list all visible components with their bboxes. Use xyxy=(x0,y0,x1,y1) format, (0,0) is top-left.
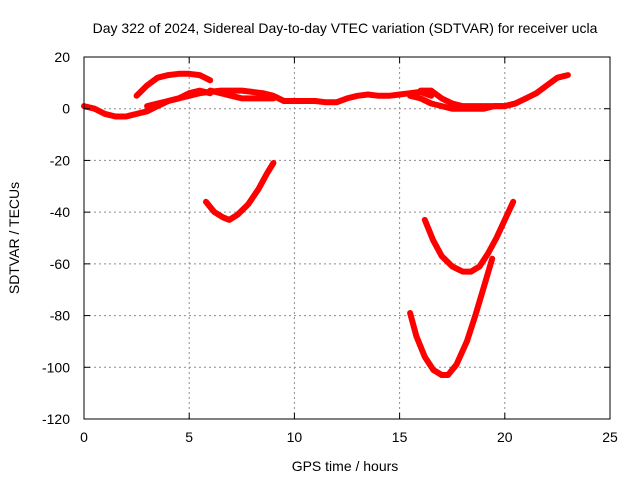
sdtvar-series-8 xyxy=(421,198,517,275)
y-tick-label: -20 xyxy=(50,152,70,168)
grid-lines xyxy=(84,57,610,419)
plot-frame xyxy=(83,56,611,420)
y-tick-labels: -120 -100 -80 -60 -40 -20 0 20 xyxy=(42,49,70,427)
x-tick-label: 0 xyxy=(80,429,88,445)
x-axis-label: GPS time / hours xyxy=(292,458,399,474)
sdtvar-series-4 xyxy=(207,87,277,102)
y-tick-label: -40 xyxy=(50,204,70,220)
y-tick-label: -120 xyxy=(42,411,70,427)
data-series-layer xyxy=(81,70,571,378)
sdtvar-series-9 xyxy=(407,255,496,378)
x-tick-label: 20 xyxy=(497,429,513,445)
x-tick-label: 10 xyxy=(287,429,303,445)
sdtvar-series-3 xyxy=(144,87,435,110)
x-tick-label: 25 xyxy=(602,429,618,445)
sdtvar-series-7 xyxy=(203,160,277,223)
axis-ticks xyxy=(83,56,611,420)
x-tick-label: 5 xyxy=(185,429,193,445)
y-tick-label: 0 xyxy=(62,101,70,117)
sdtvar-series-2 xyxy=(133,70,214,99)
y-tick-label: 20 xyxy=(54,49,70,65)
sdtvar-series-6 xyxy=(417,72,571,110)
y-tick-label: -80 xyxy=(50,308,70,324)
chart-title: Day 322 of 2024, Sidereal Day-to-day VTE… xyxy=(93,20,598,36)
y-tick-label: -100 xyxy=(42,359,70,375)
x-tick-labels: 0 5 10 15 20 25 xyxy=(80,429,618,445)
y-axis-label: SDTVAR / TECUs xyxy=(6,182,22,294)
y-tick-label: -60 xyxy=(50,256,70,272)
x-tick-label: 15 xyxy=(392,429,408,445)
